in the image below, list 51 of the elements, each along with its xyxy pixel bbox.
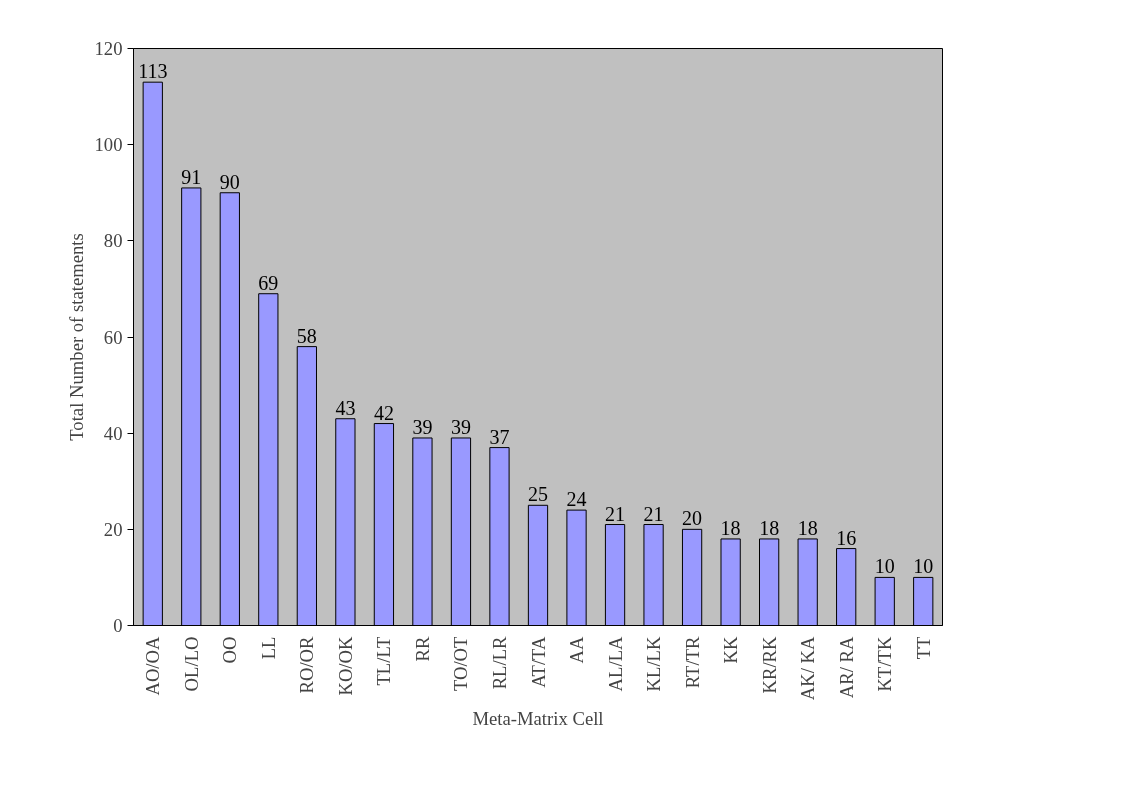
data-label: 39 bbox=[450, 415, 471, 438]
data-label: 10 bbox=[874, 555, 895, 578]
data-label: 20 bbox=[682, 507, 703, 530]
x-tick-label: RR bbox=[411, 635, 433, 662]
data-label: 10 bbox=[913, 555, 934, 578]
x-tick-label: TL/LT bbox=[373, 635, 395, 686]
data-label: 18 bbox=[797, 516, 818, 539]
x-tick-label: KL/LK bbox=[643, 635, 665, 692]
x-tick-label: KT/TK bbox=[874, 635, 896, 692]
x-tick-label: OO bbox=[219, 636, 241, 664]
data-label: 16 bbox=[836, 526, 857, 549]
x-axis-title: Meta-Matrix Cell bbox=[472, 708, 604, 730]
x-tick-label: KO/OK bbox=[334, 635, 356, 696]
x-tick-label: KK bbox=[720, 635, 742, 664]
data-label: 18 bbox=[759, 516, 780, 539]
x-tick-label: LL bbox=[257, 636, 279, 660]
y-tick-label: 100 bbox=[94, 134, 123, 156]
x-tick-label: RL/LR bbox=[488, 635, 510, 690]
data-label: 91 bbox=[181, 165, 202, 188]
data-label: 69 bbox=[258, 271, 279, 294]
data-label: 43 bbox=[335, 396, 356, 419]
x-tick-label: AK/ KA bbox=[797, 635, 819, 701]
x-tick-label: OL/LO bbox=[180, 636, 202, 692]
y-tick-label: 80 bbox=[103, 230, 123, 252]
x-tick-label: RO/OR bbox=[296, 635, 318, 694]
data-label: 25 bbox=[528, 483, 548, 506]
data-label: 42 bbox=[373, 401, 394, 424]
data-label: 21 bbox=[605, 502, 626, 525]
x-tick-label: RT/TR bbox=[681, 635, 703, 689]
x-tick-label: TT bbox=[912, 635, 934, 660]
data-label: 24 bbox=[566, 488, 587, 511]
x-tick-label: TO/OT bbox=[450, 635, 472, 692]
y-tick-label: 40 bbox=[103, 422, 123, 444]
y-tick-label: 120 bbox=[94, 38, 123, 59]
data-label: 18 bbox=[720, 516, 741, 539]
y-tick-label: 0 bbox=[113, 615, 123, 636]
data-label: 113 bbox=[138, 60, 168, 83]
data-label: 37 bbox=[489, 425, 510, 448]
x-tick-label: AL/LA bbox=[604, 635, 626, 692]
data-label: 39 bbox=[412, 415, 433, 438]
y-axis-title: Total Number of statements bbox=[65, 233, 87, 441]
y-tick-label: 60 bbox=[103, 326, 123, 348]
x-tick-label: AR/ RA bbox=[835, 635, 857, 699]
data-label: 21 bbox=[643, 502, 664, 525]
x-tick-label: KR/RK bbox=[758, 635, 780, 694]
x-tick-label: AO/OA bbox=[142, 635, 164, 696]
data-label: 90 bbox=[219, 170, 240, 193]
data-label: 58 bbox=[296, 324, 317, 347]
x-tick-label: AA bbox=[566, 635, 588, 664]
y-tick-label: 20 bbox=[103, 518, 123, 540]
x-tick-label: AT/TA bbox=[527, 635, 549, 688]
